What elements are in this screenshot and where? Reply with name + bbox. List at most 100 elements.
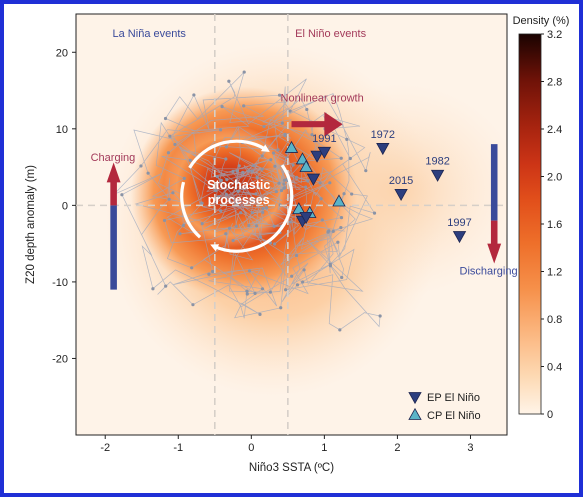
trajectory-point — [241, 170, 245, 174]
x-axis-label: Niño3 SSTA (ºC) — [249, 462, 334, 474]
trajectory-point — [276, 148, 280, 152]
annotations: La Niña events El Niño events Nonlinear gr… — [91, 28, 518, 290]
trajectory-point — [282, 182, 286, 186]
trajectory-point — [164, 284, 168, 288]
trajectory-point — [327, 229, 331, 233]
trajectory-point — [283, 132, 287, 137]
trajectory-point — [250, 169, 254, 173]
trajectory-point — [262, 124, 266, 129]
trajectory-point — [168, 134, 172, 138]
discharging-label: Discharging — [460, 265, 518, 277]
trajectory-point — [258, 312, 262, 316]
trajectory-point — [224, 145, 229, 149]
event-year-label: 1982 — [425, 156, 449, 168]
colorbar-tick-label: 0 — [547, 409, 553, 421]
trajectory-point — [294, 253, 299, 258]
colorbar-tick-label: 3.2 — [547, 29, 562, 41]
ep-el-nino-marker — [317, 146, 332, 159]
x-tick-label: 3 — [467, 442, 473, 454]
trajectory-point — [245, 292, 249, 296]
trajectory-point — [291, 163, 295, 167]
colorbar-tick-label: 1.2 — [547, 267, 562, 279]
y-tick-label: 20 — [56, 47, 68, 59]
trajectory-point — [268, 290, 272, 294]
trajectory-point — [219, 209, 223, 213]
x-tick-label: 2 — [394, 442, 400, 454]
colorbar-tick-label: 1.6 — [547, 219, 562, 231]
trajectory-point — [231, 169, 235, 173]
trajectory-point — [279, 188, 284, 193]
x-tick-label: 1 — [321, 442, 327, 454]
trajectory-point — [331, 229, 335, 233]
trajectory-point — [264, 206, 269, 210]
trajectory-point — [151, 287, 155, 291]
trajectory-point — [207, 272, 211, 276]
trajectory-point — [310, 133, 314, 137]
colorbar-tick-label: 0.4 — [547, 362, 562, 374]
trajectory-point — [162, 218, 167, 223]
ep-el-nino-marker — [394, 188, 408, 202]
trajectory-point — [340, 275, 344, 280]
trajectory-point — [227, 226, 232, 230]
legend-ep-marker — [408, 392, 422, 405]
trajectory-point — [178, 232, 182, 236]
trajectory-point — [350, 192, 354, 196]
event-year-label: 2015 — [389, 175, 413, 187]
trajectory-point — [261, 210, 265, 214]
la-nina-label: La Niña events — [113, 28, 187, 40]
ep-el-nino-marker — [430, 169, 445, 182]
stochastic-arc-top — [188, 139, 270, 169]
trajectory-point — [224, 157, 228, 161]
trajectory-point — [167, 197, 171, 201]
discharging-arrow-head — [487, 220, 502, 264]
colorbar-title: Density (%) — [513, 15, 570, 27]
event-year-label: 1972 — [371, 129, 395, 141]
trajectory-point — [242, 104, 246, 108]
trajectory-point — [280, 121, 284, 125]
ep-el-nino-marker — [376, 143, 390, 156]
trajectory-point — [218, 128, 223, 132]
trajectory-point — [188, 158, 192, 162]
trajectory-point — [273, 242, 277, 246]
trajectory-point — [166, 151, 171, 155]
y-tick-label: 0 — [62, 200, 68, 212]
nonlinear-growth-label: Nonlinear growth — [281, 92, 364, 104]
trajectory-point — [247, 169, 251, 173]
colorbar-tick-label: 2.4 — [547, 124, 562, 136]
trajectory-point — [254, 192, 258, 196]
trajectory-point — [318, 181, 322, 185]
trajectory-point — [219, 178, 223, 183]
trajectory-point — [192, 93, 196, 97]
cp-el-nino-marker — [332, 194, 346, 207]
charging-label: Charging — [91, 152, 136, 164]
trajectory-point — [305, 107, 309, 112]
legend-cp-marker — [408, 407, 422, 420]
trajectory-point — [295, 283, 300, 287]
colorbar-tick-label: 2.0 — [547, 172, 562, 184]
trajectory-point — [306, 179, 310, 183]
colorbar-tick-label: 2.8 — [547, 77, 562, 89]
ep-el-nino-marker — [306, 173, 321, 186]
trajectory-point — [200, 201, 204, 205]
trajectory-point — [173, 142, 177, 147]
trajectory-point — [269, 158, 273, 162]
event-markers: 1991 1972 2015 1982 1997 — [284, 129, 472, 244]
trajectory-point — [250, 211, 254, 215]
trajectory-point — [260, 167, 264, 171]
trajectory-point — [242, 70, 246, 74]
event-year-label: 1997 — [447, 217, 471, 229]
trajectory-point — [338, 328, 342, 332]
nonlinear-growth-arrow — [291, 111, 343, 137]
trajectory-point — [274, 189, 278, 194]
trajectory-point — [234, 224, 238, 228]
trajectory-point — [272, 151, 276, 155]
trajectory-point — [336, 240, 340, 244]
legend: EP El Niño CP El Niño — [408, 392, 481, 422]
trajectory-point — [236, 189, 240, 194]
trajectory-point — [301, 280, 305, 284]
trajectory-point — [279, 306, 283, 310]
trajectory-point — [213, 188, 218, 193]
trajectory-point — [182, 176, 186, 180]
